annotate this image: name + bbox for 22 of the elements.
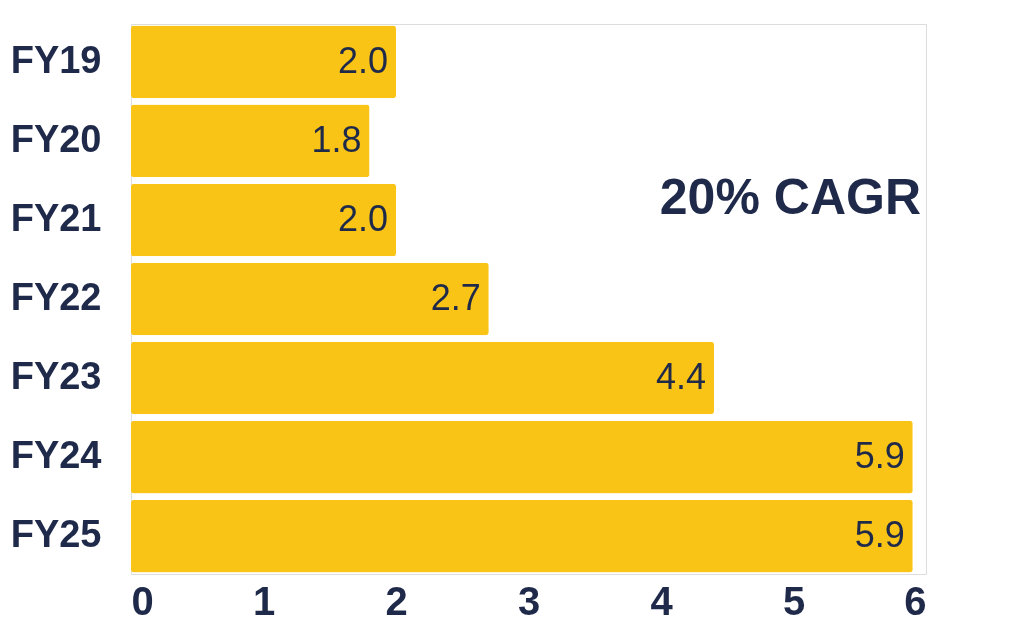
y-tick-label: FY21: [10, 196, 102, 239]
y-tick-label: FY19: [10, 38, 102, 81]
data-label: 4.4: [655, 356, 706, 398]
x-tick-label: 0: [131, 578, 154, 623]
y-tick-label: FY25: [10, 513, 102, 556]
y-tick-label: FY20: [10, 117, 102, 160]
data-label: 1.8: [311, 118, 362, 160]
data-label: 5.9: [854, 514, 905, 556]
data-label: 5.9: [854, 435, 905, 477]
x-tick-label: 5: [782, 578, 806, 623]
annotation: 20% CAGR: [659, 169, 921, 225]
x-tick-label: 4: [650, 578, 674, 623]
x-tick-label: 6: [904, 578, 927, 623]
data-label: 2.0: [337, 39, 388, 81]
y-tick-label: FY22: [10, 276, 102, 318]
data-label: 2.7: [430, 277, 481, 318]
x-tick-label: 2: [385, 578, 408, 623]
y-tick-label: FY24: [10, 434, 102, 477]
x-tick-label: 1: [252, 578, 276, 623]
data-label: 2.0: [337, 197, 388, 239]
x-tick-label: 3: [517, 578, 541, 623]
y-tick-label: FY23: [10, 355, 102, 398]
